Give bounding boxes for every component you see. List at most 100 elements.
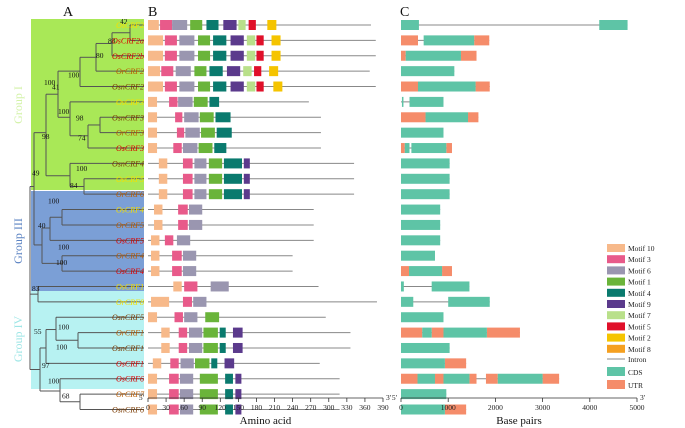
motif-box xyxy=(232,342,243,353)
motif-box xyxy=(148,81,164,92)
motif-box xyxy=(267,20,277,30)
gene-structure-panel: 0 1000 2000 3000 4000 5000 5' 3' Base pairs xyxy=(392,20,646,427)
bootstrap-value: 80 xyxy=(96,51,104,60)
gene-name: OsCRF3 xyxy=(116,144,144,153)
motif-box xyxy=(194,158,207,169)
group-label-3: Group IV xyxy=(11,316,25,363)
motif-box xyxy=(213,81,227,92)
structure-tick-label: 2000 xyxy=(488,403,503,412)
motif-box xyxy=(154,219,163,230)
cds-box xyxy=(401,250,435,261)
cds-box xyxy=(404,143,410,154)
motif-box xyxy=(184,312,198,323)
motif-box xyxy=(160,20,173,30)
bootstrap-value: 41 xyxy=(52,83,60,92)
motif-box xyxy=(230,50,244,61)
cds-box xyxy=(401,296,414,307)
cds-box xyxy=(401,173,450,184)
motif-box xyxy=(173,143,182,154)
motif-legend-swatch xyxy=(607,277,625,286)
motif-box xyxy=(184,112,199,123)
bootstrap-value: 100 xyxy=(56,258,68,267)
motif-box xyxy=(246,35,256,46)
cds-box xyxy=(409,96,444,107)
motif-box xyxy=(256,50,264,61)
cds-box xyxy=(401,342,450,353)
motif-box xyxy=(256,35,264,46)
motif-box xyxy=(209,96,220,107)
motif-box xyxy=(199,373,218,384)
motif-box xyxy=(148,66,161,77)
utr-box xyxy=(401,35,418,46)
motif-box xyxy=(225,389,233,400)
cds-box xyxy=(401,66,455,77)
motif-box xyxy=(198,50,211,61)
utr-box xyxy=(401,112,426,123)
cds-box xyxy=(405,50,461,61)
motif-box xyxy=(173,281,182,292)
structure-tick-label: 1000 xyxy=(441,403,456,412)
cds-box xyxy=(425,112,469,123)
structure-legend-swatch xyxy=(607,380,625,389)
motif-box xyxy=(170,358,179,369)
motif-legend-swatch xyxy=(607,255,625,264)
cds-box xyxy=(443,327,487,338)
bootstrap-value: 42 xyxy=(120,17,128,26)
motif-box xyxy=(215,112,231,123)
motif-box xyxy=(208,173,223,184)
gene-name: OsnCRF4 xyxy=(112,159,144,168)
utr-box xyxy=(431,327,444,338)
motif-legend-swatch xyxy=(607,300,625,308)
cds-box xyxy=(411,143,447,154)
bootstrap-value: 100 xyxy=(68,70,80,79)
motif-box xyxy=(254,66,262,77)
structure-tick-label: 0 xyxy=(399,403,403,412)
utr-box xyxy=(401,50,406,61)
motif-box xyxy=(161,327,170,338)
utr-box xyxy=(401,266,410,277)
motif-box xyxy=(152,358,162,369)
motif-box xyxy=(201,127,215,138)
motif-box xyxy=(223,20,237,30)
motif-box xyxy=(169,96,178,107)
motif-x-axis-title: Amino acid xyxy=(240,415,292,427)
motif-box xyxy=(198,35,211,46)
bootstrap-value: 68 xyxy=(62,392,70,401)
motif-legend-swatch xyxy=(607,311,625,320)
motif-box xyxy=(161,66,174,77)
utr-box xyxy=(442,266,452,277)
bootstrap-value: 49 xyxy=(32,169,40,178)
cds-box xyxy=(431,281,470,292)
motif-box xyxy=(198,143,213,154)
bootstrap-value: 100 xyxy=(76,164,88,173)
motif-box xyxy=(223,158,242,169)
motif-tick-label: 120 xyxy=(215,403,227,412)
motif-box xyxy=(178,327,188,338)
motif-box xyxy=(148,312,158,323)
bootstrap-value: 74 xyxy=(78,133,86,142)
motif-legend-label: Motif 4 xyxy=(628,289,651,298)
motif-tick-label: 300 xyxy=(323,403,335,412)
cds-box xyxy=(401,189,450,200)
motif-box xyxy=(235,373,242,384)
motif-box xyxy=(174,312,183,323)
motif-tick-label: 240 xyxy=(287,403,299,412)
gene-name: OsCRF1 xyxy=(116,282,144,291)
motif-box xyxy=(224,358,235,369)
gene-name: OrCRF6 xyxy=(116,190,144,199)
motif-box xyxy=(179,81,195,92)
gene-name: OsCRF4 xyxy=(116,206,144,215)
motif-legend-swatch xyxy=(607,288,625,297)
motif-legend-label: Motif 7 xyxy=(628,311,651,320)
motif-box xyxy=(232,327,243,338)
cds-box xyxy=(401,127,444,138)
motif-legend-label: Motif 6 xyxy=(628,266,651,275)
utr-box xyxy=(485,373,498,384)
gene-name: OsCRF3 xyxy=(116,98,144,107)
motif-box xyxy=(243,189,250,200)
motif-box xyxy=(179,35,195,46)
motif-box xyxy=(182,296,192,307)
cds-box xyxy=(497,373,543,384)
motif-box xyxy=(151,266,160,277)
motif-box xyxy=(226,66,241,77)
